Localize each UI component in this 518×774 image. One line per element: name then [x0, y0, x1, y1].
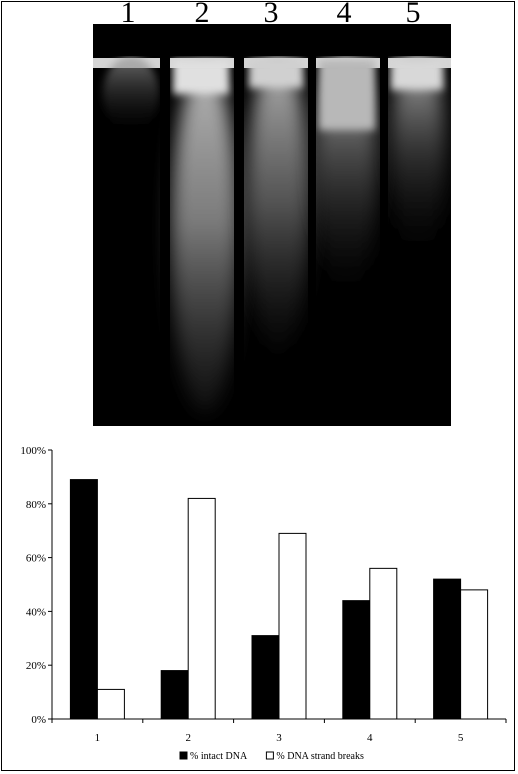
bar-strand-breaks-1	[96, 688, 125, 720]
y-tick-label: 60%	[26, 553, 46, 565]
lane-label-1: 1	[120, 0, 136, 29]
x-tick-label: 1	[95, 732, 101, 744]
lane-label-3: 3	[263, 0, 279, 29]
lane-label-5: 5	[405, 0, 421, 29]
bar-strand-breaks-2	[187, 497, 216, 720]
bar-intact-dna-2	[160, 670, 189, 720]
chart-layer: 0% 20% 40% 60% 80% 100% 1 2 3 4 5 % intact DNA % DNA…	[20, 445, 507, 762]
lane-label-4: 4	[336, 0, 352, 29]
gel-image-graphic	[93, 24, 451, 426]
bar-strand-breaks-4	[369, 567, 398, 720]
x-tick-label: 3	[276, 732, 282, 744]
legend-label: % DNA strand breaks	[276, 751, 364, 762]
y-tick-label: 100%	[20, 445, 46, 457]
bar-chart: 0% 20% 40% 60% 80% 100% 1 2 3 4 5 % intact DNA % DNA…	[20, 445, 507, 762]
x-tick-label: 4	[367, 732, 373, 744]
legend-swatch	[265, 751, 274, 760]
legend-label: % intact DNA	[190, 751, 248, 762]
gel-electrophoresis-image	[93, 24, 451, 426]
y-tick-label: 0%	[31, 714, 46, 726]
bar-strand-breaks-3	[278, 532, 307, 720]
bar-intact-dna-1	[69, 479, 98, 720]
bar-intact-dna-4	[342, 600, 371, 720]
bar-intact-dna-5	[433, 578, 462, 720]
bar-strand-breaks-5	[460, 589, 489, 720]
x-tick-label: 5	[458, 732, 464, 744]
y-tick-label: 80%	[26, 499, 46, 511]
legend-swatch	[179, 751, 188, 760]
x-tick-label: 2	[185, 732, 191, 744]
lane-label-2: 2	[194, 0, 210, 29]
y-tick-label: 40%	[26, 606, 46, 618]
bar-intact-dna-3	[251, 635, 280, 720]
y-tick-label: 20%	[26, 660, 46, 672]
